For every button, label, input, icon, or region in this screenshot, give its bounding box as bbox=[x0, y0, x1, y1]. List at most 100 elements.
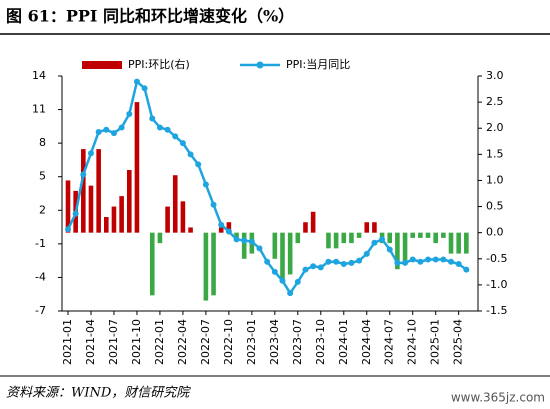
y2-tick-label: 0.0 bbox=[486, 226, 504, 239]
line-marker bbox=[87, 150, 94, 157]
line-marker bbox=[264, 258, 271, 265]
bar bbox=[364, 222, 370, 233]
line-marker bbox=[325, 258, 332, 265]
line-marker bbox=[95, 128, 102, 135]
bar bbox=[134, 102, 140, 233]
line-marker bbox=[195, 161, 202, 168]
line-marker bbox=[348, 259, 355, 266]
y2-tick-label: -1.0 bbox=[486, 278, 507, 291]
y-tick-label: 8 bbox=[39, 136, 46, 149]
bar bbox=[333, 232, 339, 249]
line-marker bbox=[394, 259, 401, 266]
bar bbox=[418, 232, 423, 238]
x-tick-label: 2023-07 bbox=[291, 319, 304, 365]
line-marker bbox=[218, 221, 225, 228]
bar bbox=[356, 232, 362, 238]
legend-label: PPI:环比(右) bbox=[128, 57, 190, 71]
line-marker bbox=[363, 250, 370, 257]
line-marker bbox=[455, 261, 462, 267]
line-marker bbox=[340, 261, 347, 267]
x-tick-label: 2024-10 bbox=[406, 319, 419, 365]
line-marker bbox=[179, 140, 186, 147]
line-marker bbox=[371, 239, 378, 246]
x-tick-label: 2024-04 bbox=[360, 319, 373, 365]
line-marker bbox=[409, 256, 416, 263]
line-marker bbox=[294, 278, 301, 285]
bar bbox=[180, 201, 186, 233]
line-marker bbox=[271, 268, 278, 275]
bar bbox=[149, 232, 155, 296]
y2-tick-label: -1.5 bbox=[486, 304, 507, 317]
line-marker bbox=[463, 266, 470, 273]
y2-tick-label: 1.5 bbox=[486, 147, 504, 160]
line-marker bbox=[279, 277, 286, 284]
bar bbox=[341, 232, 347, 244]
line-marker bbox=[156, 124, 163, 131]
line-marker bbox=[241, 237, 248, 244]
line-marker bbox=[80, 171, 87, 178]
line-marker bbox=[310, 263, 317, 270]
bar bbox=[464, 232, 469, 254]
bar bbox=[226, 222, 232, 233]
bar bbox=[81, 149, 86, 233]
legend-label: PPI:当月同比 bbox=[286, 57, 350, 71]
y2-tick-label: 1.0 bbox=[486, 173, 504, 186]
line-marker bbox=[72, 210, 79, 217]
bar bbox=[448, 232, 454, 254]
bar bbox=[295, 232, 301, 244]
line-marker bbox=[164, 126, 171, 133]
line-marker bbox=[379, 236, 386, 243]
x-tick-label: 2021-10 bbox=[130, 319, 143, 365]
line-marker bbox=[133, 78, 140, 85]
line-marker bbox=[172, 133, 179, 140]
y2-tick-label: 3.0 bbox=[486, 69, 504, 82]
x-tick-label: 2023-10 bbox=[314, 319, 327, 365]
line-marker bbox=[333, 258, 340, 265]
x-tick-label: 2021-01 bbox=[61, 319, 74, 365]
y-tick-label: 14 bbox=[32, 69, 46, 82]
y-tick-label: -7 bbox=[35, 304, 46, 317]
line-marker bbox=[302, 266, 309, 273]
line-marker bbox=[248, 238, 255, 245]
line-marker bbox=[448, 258, 455, 265]
x-tick-label: 2022-01 bbox=[153, 319, 166, 365]
y-tick-label: 5 bbox=[39, 170, 46, 183]
bar bbox=[111, 206, 117, 233]
bar bbox=[126, 170, 132, 233]
bar bbox=[88, 185, 94, 233]
line-marker bbox=[440, 256, 447, 263]
bar bbox=[349, 232, 354, 244]
line-marker bbox=[402, 259, 409, 266]
bar bbox=[387, 232, 393, 244]
x-tick-label: 2024-07 bbox=[383, 319, 396, 365]
bar bbox=[241, 232, 247, 259]
bar bbox=[456, 232, 461, 254]
line-marker bbox=[432, 256, 439, 263]
x-tick-label: 2025-04 bbox=[452, 319, 465, 365]
chart-title: 图 61：PPI 同比和环比增速变化（%） bbox=[6, 7, 294, 26]
legend-swatch bbox=[256, 61, 264, 69]
y2-tick-label: 2.0 bbox=[486, 121, 504, 134]
y-tick-label: -4 bbox=[35, 270, 46, 283]
y-tick-label: 11 bbox=[32, 103, 46, 116]
line-marker bbox=[256, 245, 263, 252]
source: 资料来源：WIND，财信研究院 bbox=[6, 385, 191, 401]
bar bbox=[303, 222, 308, 233]
bar bbox=[104, 217, 109, 233]
line-marker bbox=[225, 228, 232, 235]
line-marker bbox=[317, 264, 324, 271]
bar bbox=[211, 232, 216, 296]
line-marker bbox=[187, 151, 194, 158]
line-marker bbox=[110, 130, 117, 137]
line-marker bbox=[202, 181, 209, 188]
bar bbox=[188, 227, 193, 233]
bar bbox=[441, 232, 446, 238]
y2-tick-label: 0.5 bbox=[486, 200, 504, 213]
bar bbox=[119, 196, 124, 233]
bar bbox=[395, 232, 400, 270]
bar bbox=[172, 175, 178, 233]
bar bbox=[65, 180, 71, 233]
bar bbox=[280, 232, 285, 280]
line-marker bbox=[356, 257, 363, 264]
